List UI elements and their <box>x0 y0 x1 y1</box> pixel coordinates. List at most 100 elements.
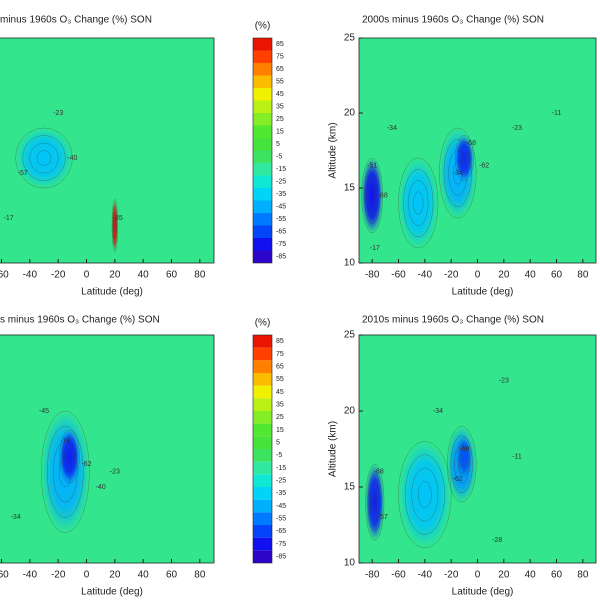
colorbar-segment <box>253 423 272 437</box>
x-tick-label: 20 <box>498 570 510 581</box>
x-tick-label: 40 <box>525 270 537 281</box>
y-tick-label: 20 <box>344 108 356 119</box>
y-axis-label: Altitude (km) <box>328 122 339 178</box>
colorbar-tick-label: -5 <box>276 154 282 161</box>
contour-line <box>366 176 378 215</box>
x-tick-label: -60 <box>0 270 9 281</box>
colorbar-tick-label: 15 <box>276 427 284 434</box>
colorbar: 85 75 65 55 45 35 25 15 5 -5 -15 -25 -35 -45 -55 -65 -75… <box>252 318 286 564</box>
contour-line <box>365 464 385 541</box>
colorbar-tick-label: -55 <box>276 516 286 523</box>
colorbar-segment <box>253 411 272 424</box>
x-axis-label: Latitude (deg) <box>452 587 514 598</box>
x-tick-label: -80 <box>365 270 380 281</box>
colorbar-segment <box>253 113 272 126</box>
colorbar-tick-label: 35 <box>276 402 284 409</box>
colorbar-segment <box>253 100 272 113</box>
colorbar-tick-label: 75 <box>276 351 284 358</box>
y-tick-label: 10 <box>344 558 356 569</box>
colorbar-tick-label: 45 <box>276 389 284 396</box>
plot-area: -74 -62 -45 -23 -34 -40 <box>0 335 214 563</box>
contour-label: -45 <box>39 408 49 415</box>
contour-line <box>460 446 468 467</box>
colorbar-tick-label: 55 <box>276 79 284 86</box>
colorbar-tick-label: 85 <box>276 338 284 345</box>
x-tick-label: -60 <box>391 270 406 281</box>
contour-line <box>404 454 445 535</box>
contour-label: -68 <box>378 192 388 199</box>
x-tick-label: 0 <box>84 270 90 281</box>
colorbar-segment <box>253 125 272 138</box>
colorbar-tick-label: -65 <box>276 229 286 236</box>
colorbar-segment <box>253 436 272 449</box>
contour-label: -23 <box>110 469 120 476</box>
colorbar-segment <box>253 50 272 63</box>
contour-label: -11 <box>552 110 562 117</box>
x-tick-label: 80 <box>194 270 206 281</box>
contour-line <box>461 152 467 164</box>
x-tick-label: 20 <box>109 270 121 281</box>
field-feature <box>361 158 383 233</box>
contour-label: -62 <box>479 162 489 169</box>
contour-label: -40 <box>67 155 77 162</box>
field-background <box>359 335 596 563</box>
contour-line <box>457 437 472 476</box>
x-tick-label: -80 <box>365 570 380 581</box>
colorbar-tick-label: -55 <box>276 216 286 223</box>
colorbar-segment <box>253 238 272 251</box>
contour-label: -68 <box>374 469 384 476</box>
x-tick-label: 80 <box>194 570 206 581</box>
x-tick-label: -60 <box>0 570 9 581</box>
panel: -74-62-45-23-34-40-80-60-40-200204060801… <box>0 315 215 598</box>
contour-line <box>457 140 472 176</box>
panel: -34-57-40-23-17-85-80-60-40-200204060801… <box>0 15 215 298</box>
colorbar-tick-label: 35 <box>276 104 284 111</box>
contour-line <box>403 169 434 237</box>
colorbar-segment <box>253 150 272 163</box>
colorbar: 85 75 65 55 45 35 25 15 5 -5 -15 -25 -35 -45 -55 -65 -75… <box>252 21 286 264</box>
contour-label: -62 <box>453 476 463 483</box>
field-feature <box>457 437 471 476</box>
contour-line <box>113 218 116 233</box>
x-tick-label: 60 <box>166 570 178 581</box>
contour-label: -34 <box>387 125 397 132</box>
colorbar-tick-label: -45 <box>276 204 286 211</box>
colorbar-segment <box>253 213 272 226</box>
colorbar-segment <box>253 525 272 538</box>
colorbar-segment <box>253 225 272 238</box>
colorbar-segment <box>253 188 272 201</box>
colorbar-segment <box>253 550 272 563</box>
x-tick-label: 20 <box>109 570 121 581</box>
contour-label: -68 <box>459 446 469 453</box>
contour-line <box>113 212 117 239</box>
contour-line <box>443 139 472 207</box>
colorbar-tick-label: -45 <box>276 503 286 510</box>
contour-label: -34 <box>453 170 463 177</box>
contour-label: -85 <box>113 215 123 222</box>
x-tick-label: -20 <box>51 570 66 581</box>
x-tick-label: 40 <box>525 570 537 581</box>
contour-line <box>66 449 73 464</box>
colorbar-segment <box>253 347 272 361</box>
y-tick-label: 25 <box>344 33 356 44</box>
field-background <box>0 335 214 563</box>
contour-label: -51 <box>367 162 377 169</box>
contour-label: -74 <box>60 438 70 445</box>
x-tick-label: 60 <box>166 270 178 281</box>
colorbar-tick-label: 25 <box>276 116 284 123</box>
colorbar-segment <box>253 250 272 263</box>
colorbar-tick-label: -75 <box>276 241 286 248</box>
colorbar-tick-label: 15 <box>276 129 284 136</box>
colorbar-tick-label: -25 <box>276 478 286 485</box>
colorbar-tick-label: 55 <box>276 376 284 383</box>
colorbar-tick-label: 5 <box>276 141 280 148</box>
colorbar-tick-label: -35 <box>276 490 286 497</box>
contour-label: -17 <box>370 245 380 252</box>
contour-line <box>111 199 118 252</box>
contour-line <box>369 185 375 206</box>
colorbar-segment <box>253 175 272 188</box>
colorbar-tick-label: -5 <box>276 452 282 459</box>
contour-label: -23 <box>53 110 63 117</box>
x-axis-label: Latitude (deg) <box>452 287 514 298</box>
field-feature <box>112 199 118 252</box>
